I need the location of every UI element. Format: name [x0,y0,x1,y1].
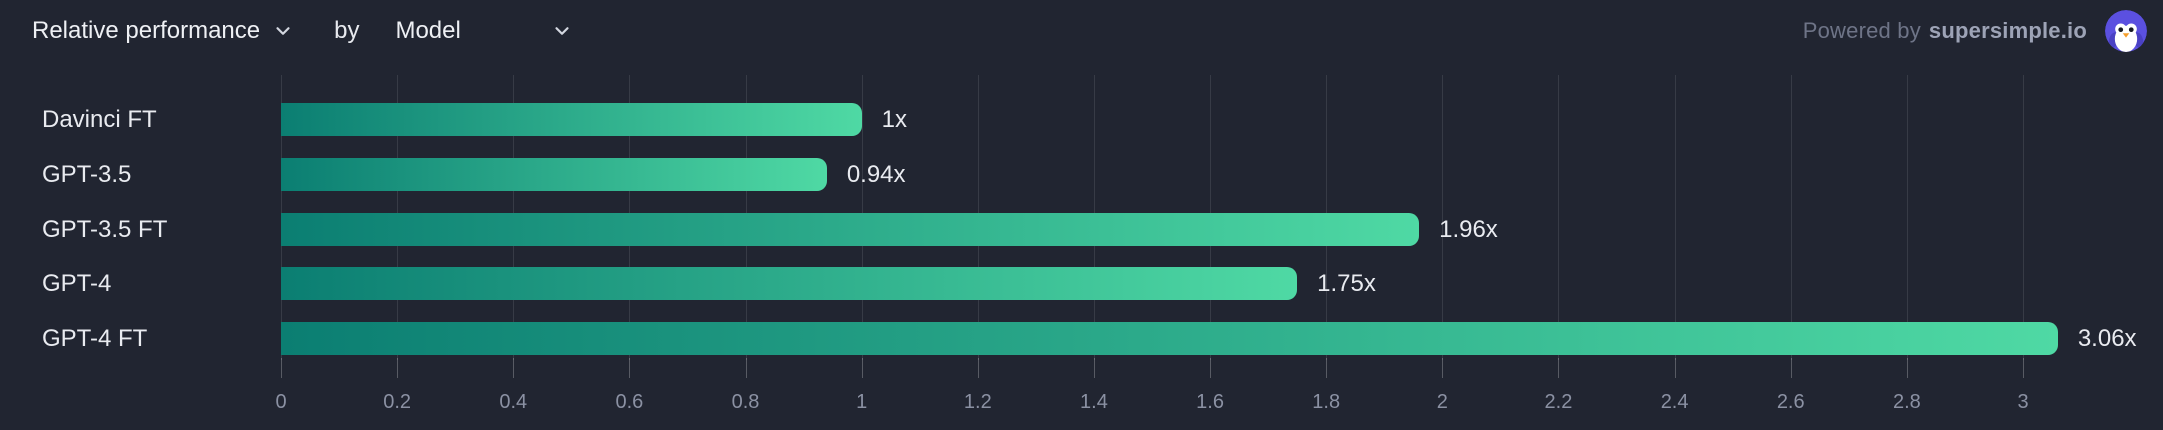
x-tick-label: 2.4 [1660,391,1689,413]
x-tick-label: 2.8 [1892,391,1921,413]
x-axis-tick [281,358,282,378]
x-axis-tick [513,358,515,378]
x-tick-label: 1 [856,391,868,413]
x-tick-label: 0.2 [383,391,412,413]
bar[interactable] [281,157,827,191]
gridline [1558,75,1560,360]
x-tick-label: 1.6 [1196,391,1224,413]
gridline [2023,75,2024,360]
x-axis-tick [1906,358,1908,378]
x-tick-label: 3 [2017,391,2029,413]
gridline [1790,75,1792,360]
bar[interactable] [281,322,2058,355]
chart-controls: Relative performance by Model [32,17,573,45]
chevron-down-icon [272,20,294,42]
x-tick-label: 1.4 [1080,391,1108,413]
powered-by-text: Powered by supersimple.io [1803,18,2087,44]
by-label: by [334,17,360,44]
value-label: 1x [881,106,908,133]
x-tick-label: 1.2 [963,391,992,413]
x-axis-tick [2023,358,2024,378]
x-axis-tick [745,358,747,378]
x-axis-tick [629,358,631,378]
category-label: Davinci FT [42,106,157,133]
category-label: GPT-4 FT [42,325,148,352]
x-tick-label: 0.6 [615,391,644,413]
x-axis-tick [861,358,863,378]
value-label: 3.06x [2077,325,2137,352]
x-axis-tick [1210,358,1212,378]
powered-by-prefix: Powered by [1802,18,1921,43]
x-tick-label: 0.4 [499,391,528,413]
x-tick-label: 2 [1436,391,1448,413]
x-axis-tick [1093,358,1095,378]
x-tick-label: 1.8 [1312,391,1341,413]
penguin-logo-icon[interactable] [2105,10,2147,52]
category-label: GPT-3.5 FT [42,215,168,243]
metric-dropdown-label: Relative performance [32,17,261,44]
value-label: 0.94x [846,160,906,188]
x-tick-label: 0 [275,391,287,413]
chart-header: Relative performance by Model Pow [0,0,2163,62]
powered-by-attribution: Powered by supersimple.io [1803,10,2147,52]
gridline [1442,75,1444,360]
category-label: GPT-4 [42,270,112,298]
gridline [1674,75,1676,360]
x-tick-label: 2.2 [1544,391,1573,413]
x-axis-tick [1442,358,1444,378]
x-axis-tick [1326,358,1328,378]
dimension-dropdown[interactable]: Model [395,17,572,45]
x-axis-tick [977,358,979,378]
x-axis-tick [1558,358,1560,378]
value-label: 1.96x [1439,215,1498,243]
bar[interactable] [281,267,1298,301]
bar[interactable] [281,212,1420,246]
gridline [1906,75,1908,360]
chevron-down-icon [551,20,573,42]
x-axis-tick [397,358,399,378]
value-label: 1.75x [1317,270,1376,298]
brand-link[interactable]: supersimple.io [1928,18,2087,43]
x-tick-label: 2.6 [1776,391,1805,413]
category-label: GPT-3.5 [42,160,132,188]
x-tick-label: 0.8 [731,391,760,413]
bar[interactable] [281,103,862,136]
x-axis-tick [1790,358,1792,378]
metric-dropdown[interactable]: Relative performance [32,17,294,45]
dimension-dropdown-label: Model [395,17,461,44]
x-axis-tick [1674,358,1676,378]
